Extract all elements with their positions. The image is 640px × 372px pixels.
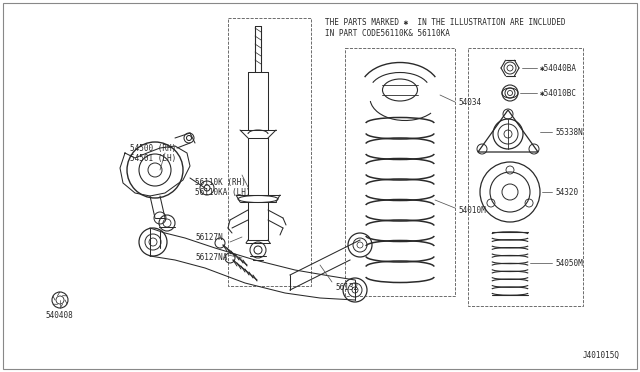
Text: 56127N: 56127N: [195, 232, 223, 241]
Text: 54010M: 54010M: [458, 205, 486, 215]
Text: THE PARTS MARKED ✱  IN THE ILLUSTRATION ARE INCLUDED: THE PARTS MARKED ✱ IN THE ILLUSTRATION A…: [325, 17, 566, 26]
Text: IN PART CODE56110K& 56110KA: IN PART CODE56110K& 56110KA: [325, 29, 450, 38]
Text: ✱54010BC: ✱54010BC: [540, 89, 577, 97]
Text: 540408: 540408: [45, 311, 73, 321]
Text: 54034: 54034: [458, 97, 481, 106]
Text: 56110KA (LH): 56110KA (LH): [195, 187, 250, 196]
Text: 54050M: 54050M: [555, 259, 583, 267]
Bar: [468, 48, 583, 306]
Text: 54501 (LH): 54501 (LH): [130, 154, 176, 163]
Text: 56110K (RH): 56110K (RH): [195, 177, 246, 186]
Bar: [345, 48, 455, 296]
Text: J401015Q: J401015Q: [583, 350, 620, 359]
Text: 54320: 54320: [555, 187, 578, 196]
Text: 54500 (RH): 54500 (RH): [130, 144, 176, 153]
Bar: [228, 18, 311, 286]
Text: ✱54040BA: ✱54040BA: [540, 64, 577, 73]
Text: 55338N: 55338N: [555, 128, 583, 137]
Text: 56127NA: 56127NA: [195, 253, 227, 263]
Text: 56132: 56132: [335, 283, 358, 292]
